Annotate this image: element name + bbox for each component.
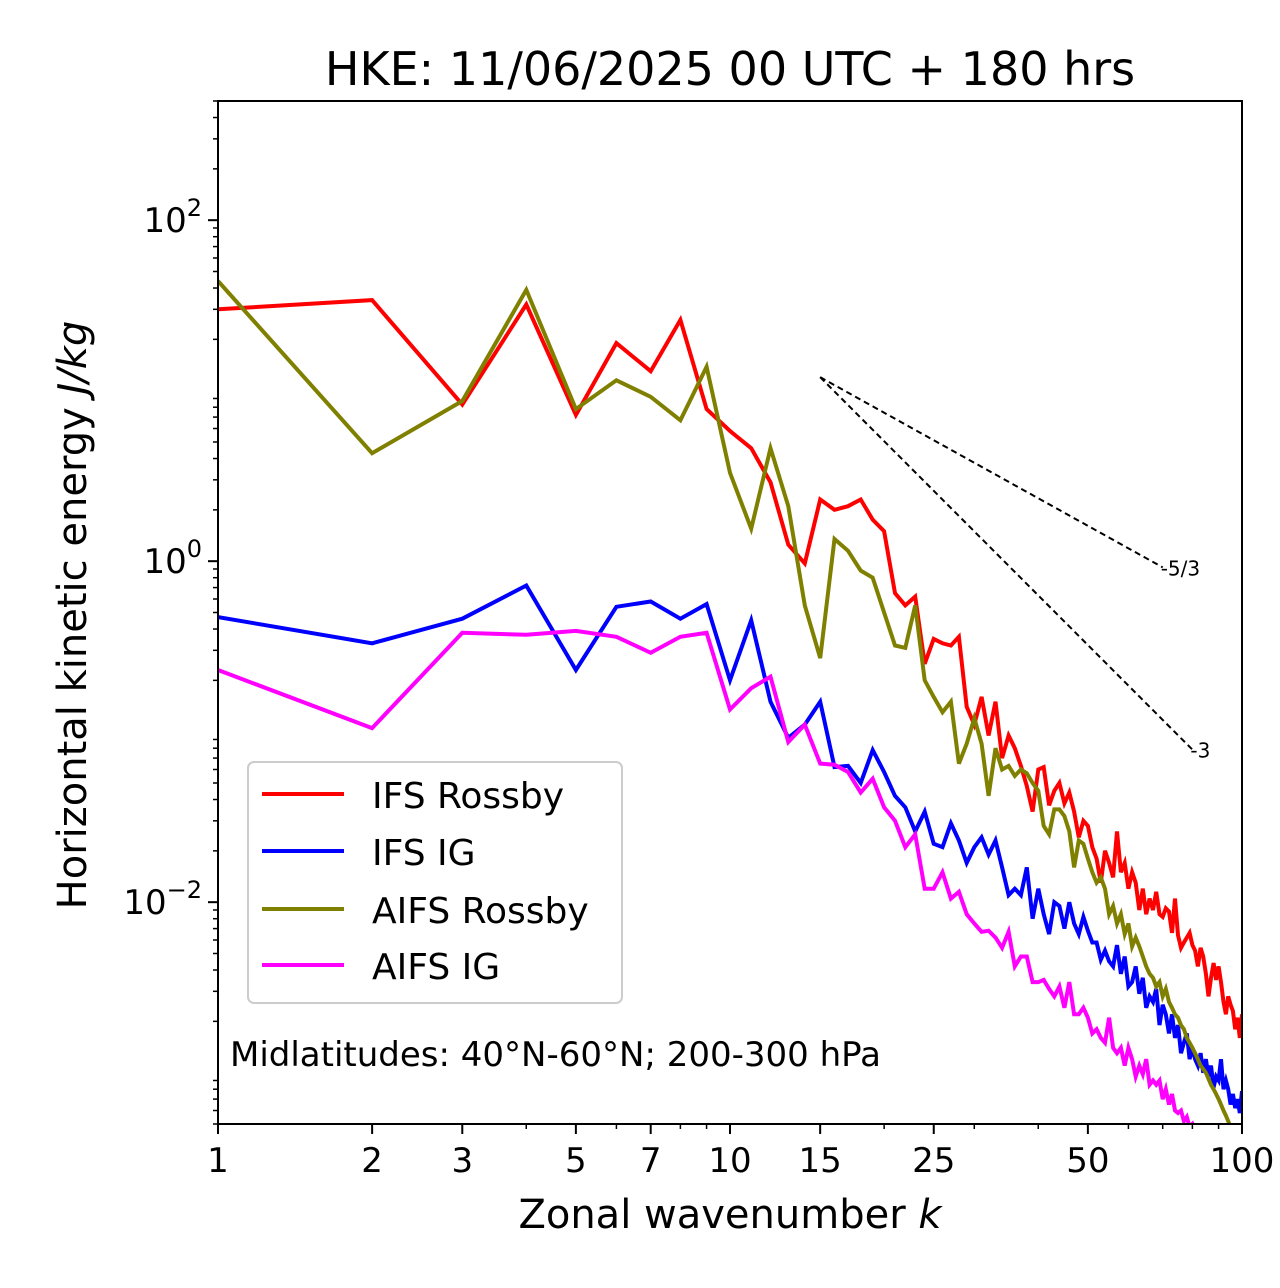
reference-slope-lines: -5/3 -3 — [819, 376, 1210, 763]
x-tick-label: 7 — [640, 1141, 662, 1181]
x-axis-label-text: Zonal wavenumber — [518, 1192, 918, 1238]
region-annotation: Midlatitudes: 40°N-60°N; 200-300 hPa — [230, 1035, 881, 1075]
plot-frame — [217, 100, 1243, 1125]
y-axis-label-text: Horizontal kinetic energy — [50, 395, 96, 910]
legend-label-aifs-rossby: AIFS Rossby — [372, 891, 589, 932]
legend-label-aifs-ig: AIFS IG — [372, 947, 500, 988]
series-line-aifs-rossby — [218, 279, 1232, 1124]
y-axis-label-unit: J/kg — [50, 321, 96, 402]
x-tick-label: 3 — [451, 1141, 473, 1181]
x-tick-label: 5 — [565, 1141, 587, 1181]
x-axis-label: Zonal wavenumber k — [518, 1192, 943, 1238]
axis-ticks: 1 2 3 5 7 10 15 25 50 100 102 100 10−2 — [123, 100, 1275, 1181]
reference-label-5-3: -5/3 — [1161, 556, 1200, 580]
reference-line-3 — [819, 376, 1194, 751]
x-tick-label: 100 — [1210, 1141, 1275, 1181]
legend-label-ifs-rossby: IFS Rossby — [372, 776, 564, 817]
x-tick-label: 10 — [708, 1141, 751, 1181]
y-tick-label: 100 — [143, 535, 202, 582]
x-tick-label: 1 — [207, 1141, 229, 1181]
y-tick-label: 10−2 — [123, 876, 202, 923]
reference-label-3: -3 — [1190, 739, 1210, 763]
x-tick-label: 15 — [799, 1141, 842, 1181]
x-tick-label: 25 — [912, 1141, 955, 1181]
x-axis-label-variable: k — [918, 1192, 943, 1238]
x-tick-label: 2 — [361, 1141, 383, 1181]
chart-title: HKE: 11/06/2025 00 UTC + 180 hrs — [325, 42, 1135, 96]
series-line-ifs-rossby — [218, 298, 1242, 1039]
legend: IFS Rossby IFS IG AIFS Rossby AIFS IG — [247, 761, 623, 1004]
series-line-ifs-ig — [218, 582, 1242, 1114]
series-line-aifs-ig — [218, 628, 1195, 1124]
series-layer — [218, 279, 1242, 1124]
legend-box — [247, 761, 623, 1004]
legend-label-ifs-ig: IFS IG — [372, 833, 476, 874]
reference-line-5-3 — [819, 376, 1164, 569]
y-tick-label: 102 — [143, 194, 202, 241]
x-tick-label: 50 — [1066, 1141, 1109, 1181]
y-axis-label: Horizontal kinetic energy J/kg — [50, 321, 96, 910]
